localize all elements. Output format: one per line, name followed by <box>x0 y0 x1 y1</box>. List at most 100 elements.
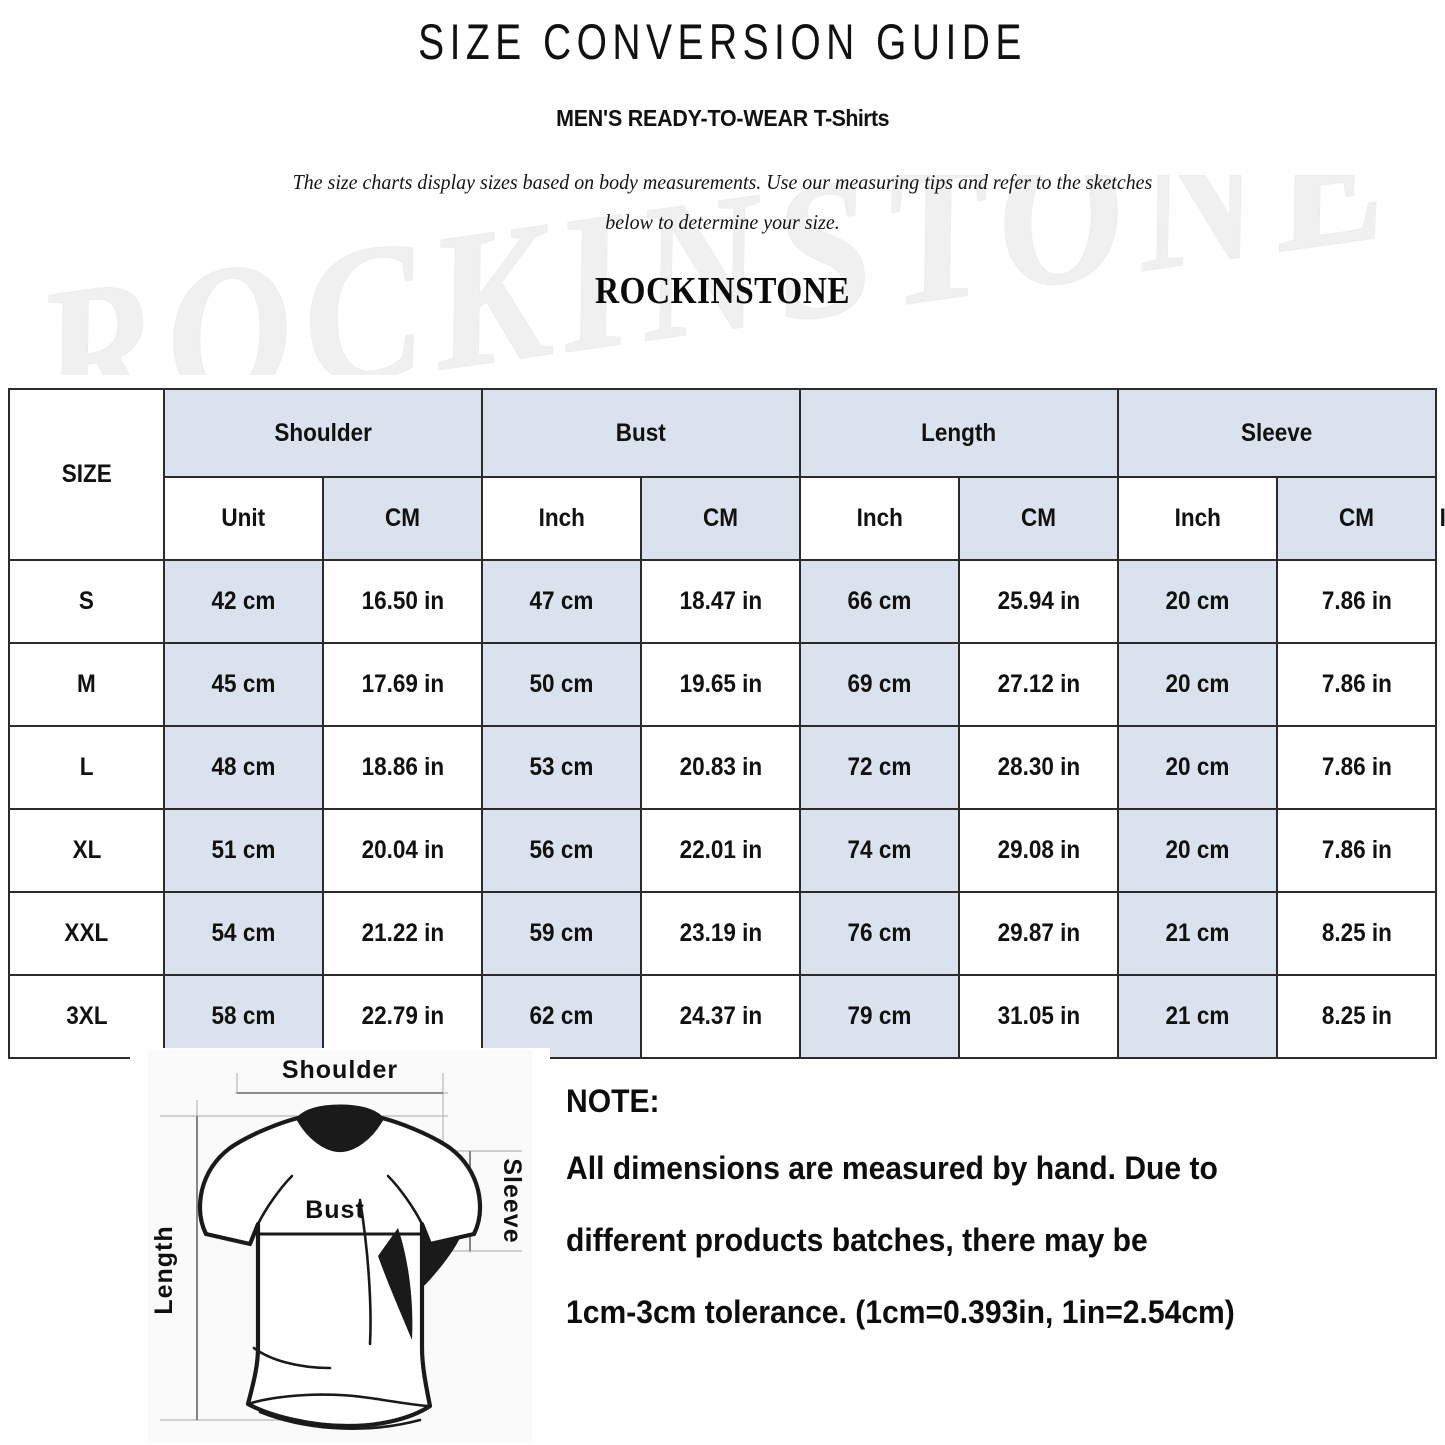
brand-name: ROCKINSTONE <box>594 270 851 313</box>
table-head: SIZE Shoulder Bust Length Sleeve Unit CM… <box>8 388 1445 561</box>
note-line-1: All dimensions are measured by hand. Due… <box>566 1150 1218 1186</box>
cell-measurement: 42 cm <box>163 559 324 644</box>
cell-measurement: 22.01 in <box>640 808 801 893</box>
cell-measurement: 66 cm <box>799 559 960 644</box>
tshirt-measurement-diagram: Shoulder Bust Sleeve Length <box>130 1048 550 1445</box>
cell-measurement: 47 cm <box>481 559 642 644</box>
table-body: S 42 cm 16.50 in 47 cm 18.47 in 66 cm 25.94 in… <box>8 559 1438 1059</box>
header-group-bust: Bust <box>481 388 801 478</box>
page-description: The size charts display sizes based on b… <box>36 162 1409 244</box>
note-title: NOTE: <box>566 1083 660 1119</box>
header-group-length: Length <box>798 388 1120 478</box>
cell-size: 3XL <box>8 974 165 1059</box>
table-row: M 45 cm 17.69 in 50 cm 19.65 in 69 cm 27.12 in… <box>8 642 1438 727</box>
cell-measurement: 72 cm <box>799 725 960 810</box>
cell-measurement: 29.87 in <box>957 891 1120 976</box>
cell-measurement: 51 cm <box>163 808 324 893</box>
table-row: XXL 54 cm 21.22 in 59 cm 23.19 in 76 cm 29.87 … <box>8 891 1438 976</box>
header-group-length-label: Length <box>921 418 997 447</box>
cell-measurement: 7.86 in <box>1276 642 1438 727</box>
table-row: L 48 cm 18.86 in 53 cm 20.83 in 72 cm 28.30 in… <box>8 725 1438 810</box>
cell-measurement: 59 cm <box>481 891 642 976</box>
note-line-2: different products batches, there may be <box>566 1222 1148 1258</box>
diagram-label-shoulder: Shoulder <box>282 1056 398 1084</box>
diagram-label-length: Length <box>150 1225 178 1314</box>
cell-measurement: 53 cm <box>481 725 642 810</box>
unit-length-cm: CM <box>957 476 1120 561</box>
cell-measurement: 20 cm <box>1117 808 1279 893</box>
cell-measurement: 7.86 in <box>1276 559 1438 644</box>
cell-measurement: 31.05 in <box>957 974 1120 1059</box>
cell-measurement: 23.19 in <box>640 891 801 976</box>
unit-shoulder-cm: CM <box>322 476 483 561</box>
cell-measurement: 21.22 in <box>322 891 483 976</box>
cell-measurement: 48 cm <box>163 725 324 810</box>
cell-measurement: 22.79 in <box>322 974 483 1059</box>
cell-measurement: 79 cm <box>799 974 960 1059</box>
table-row: 3XL 58 cm 22.79 in 62 cm 24.37 in 79 cm 31.05 … <box>8 974 1438 1059</box>
cell-measurement: 21 cm <box>1117 891 1279 976</box>
header-size: SIZE <box>8 388 165 561</box>
description-line-1: The size charts display sizes based on b… <box>292 169 1153 194</box>
unit-bust-cm: CM <box>640 476 801 561</box>
cell-measurement: 50 cm <box>481 642 642 727</box>
note-line-3: 1cm-3cm tolerance. (1cm=0.393in, 1in=2.5… <box>566 1294 1235 1330</box>
cell-measurement: 8.25 in <box>1276 974 1438 1059</box>
table-row: S 42 cm 16.50 in 47 cm 18.47 in 66 cm 25.94 in… <box>8 559 1438 644</box>
cell-measurement: 54 cm <box>163 891 324 976</box>
cell-measurement: 20 cm <box>1117 725 1279 810</box>
subtitle-main: MEN'S READY-TO-WEAR <box>556 104 808 131</box>
size-conversion-table: SIZE Shoulder Bust Length Sleeve Unit CM… <box>8 388 1445 1059</box>
cell-measurement: 7.86 in <box>1276 808 1438 893</box>
page-title: SIZE CONVERSION GUIDE <box>418 14 1027 70</box>
table-group-header-row: SIZE Shoulder Bust Length Sleeve <box>8 388 1438 561</box>
header-group-shoulder: Shoulder <box>163 388 483 478</box>
cell-measurement: 21 cm <box>1117 974 1279 1059</box>
cell-measurement: 16.50 in <box>322 559 483 644</box>
cell-measurement: 74 cm <box>799 808 960 893</box>
cell-size: XL <box>8 808 165 893</box>
cell-measurement: 62 cm <box>481 974 642 1059</box>
unit-length-inch: Inch <box>1117 476 1279 561</box>
table-unit-header-row: Unit CM Inch CM Inch CM Inch CM Inch <box>9 476 1445 561</box>
cell-measurement: 27.12 in <box>957 642 1120 727</box>
header-group-sleeve-label: Sleeve <box>1241 418 1313 447</box>
cell-measurement: 18.86 in <box>322 725 483 810</box>
cell-measurement: 20.04 in <box>322 808 483 893</box>
cell-measurement: 20.83 in <box>640 725 801 810</box>
header-group-sleeve: Sleeve <box>1117 388 1438 478</box>
size-table-container: SIZE Shoulder Bust Length Sleeve Unit CM… <box>8 388 1445 1059</box>
header-size-label: SIZE <box>61 460 112 488</box>
header-group-shoulder-label: Shoulder <box>274 418 372 447</box>
cell-measurement: 76 cm <box>799 891 960 976</box>
cell-size: L <box>8 725 165 810</box>
diagram-label-bust: Bust <box>305 1196 365 1224</box>
cell-measurement: 7.86 in <box>1276 725 1438 810</box>
page-subtitle: MEN'S READY-TO-WEAR T-Shirts <box>51 105 1395 132</box>
unit-sleeve-cm: CM <box>1276 476 1438 561</box>
cell-measurement: 20 cm <box>1117 559 1279 644</box>
cell-measurement: 45 cm <box>163 642 324 727</box>
unit-shoulder-inch: Inch <box>481 476 642 561</box>
cell-measurement: 25.94 in <box>957 559 1120 644</box>
description-line-2: below to determine your size. <box>605 210 840 235</box>
cell-measurement: 19.65 in <box>640 642 801 727</box>
subtitle-bold: T-Shirts <box>813 104 890 131</box>
cell-measurement: 58 cm <box>163 974 324 1059</box>
diagram-label-sleeve: Sleeve <box>498 1158 526 1243</box>
cell-measurement: 29.08 in <box>957 808 1120 893</box>
table-row: XL 51 cm 20.04 in 56 cm 22.01 in 74 cm 29.08 i… <box>8 808 1438 893</box>
cell-measurement: 20 cm <box>1117 642 1279 727</box>
cell-size: XXL <box>8 891 165 976</box>
header-group-bust-label: Bust <box>615 418 667 447</box>
cell-measurement: 56 cm <box>481 808 642 893</box>
cell-measurement: 24.37 in <box>640 974 801 1059</box>
note-section: NOTE: All dimensions are measured by han… <box>566 1085 1396 1368</box>
cell-measurement: 18.47 in <box>640 559 801 644</box>
page-header: SIZE CONVERSION GUIDE MEN'S READY-TO-WEA… <box>0 0 1445 313</box>
cell-measurement: 17.69 in <box>322 642 483 727</box>
cell-measurement: 69 cm <box>799 642 960 727</box>
cell-measurement: 8.25 in <box>1276 891 1438 976</box>
cell-measurement: 28.30 in <box>957 725 1120 810</box>
unit-bust-inch: Inch <box>799 476 960 561</box>
